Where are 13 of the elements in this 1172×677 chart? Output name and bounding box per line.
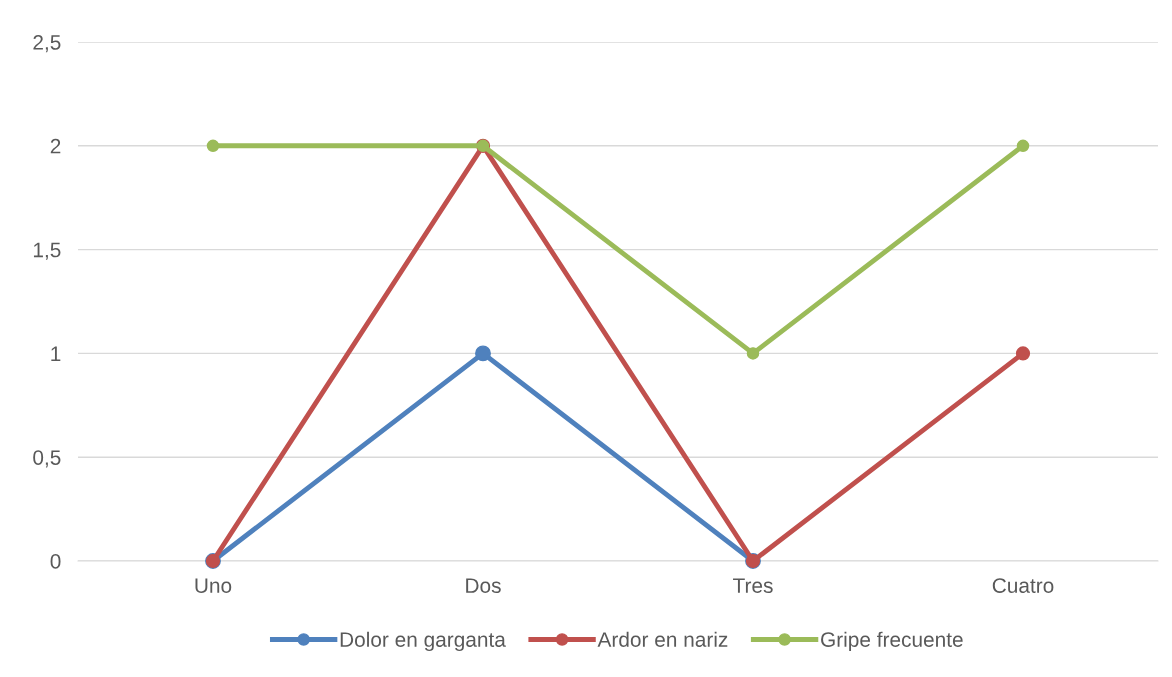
legend-label: Ardor en nariz bbox=[597, 631, 728, 647]
y-tick-label: 1,5 bbox=[33, 242, 61, 260]
y-tick-label: 2 bbox=[50, 138, 61, 154]
x-tick-label: Dos bbox=[466, 578, 501, 593]
y-tick-label: 2,5 bbox=[33, 35, 61, 53]
y-tick-label: 0,5 bbox=[33, 450, 61, 468]
legend-label: Dolor en garganta bbox=[340, 631, 506, 652]
y-tick-label: 0 bbox=[50, 554, 61, 569]
x-tick-label: Cuatro bbox=[992, 578, 1054, 593]
x-tick-label: Uno bbox=[195, 578, 232, 593]
x-tick-label: Tres bbox=[733, 578, 773, 593]
y-tick-label: 1 bbox=[51, 346, 61, 361]
legend-label: Gripe frecuente bbox=[821, 631, 963, 652]
